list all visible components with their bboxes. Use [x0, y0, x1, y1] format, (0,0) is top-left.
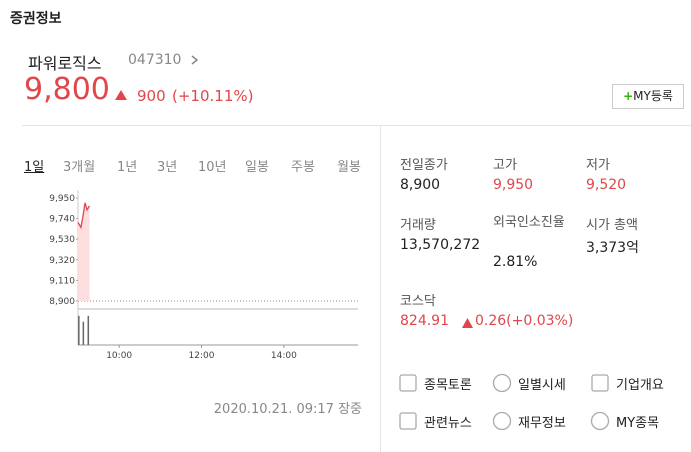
period-tab[interactable]: 3개월	[63, 160, 96, 175]
link-label[interactable]: 일별시세	[518, 378, 566, 393]
up-triangle	[462, 318, 473, 328]
link-icon	[591, 374, 609, 392]
stock-code: 047310	[128, 52, 182, 68]
volume-bar	[87, 315, 90, 345]
stat-label: 저가	[586, 158, 610, 173]
stock-name[interactable]: 파워로직스	[28, 54, 102, 73]
price-line	[77, 202, 91, 230]
link-icon	[399, 374, 417, 392]
link-label[interactable]: 기업개요	[616, 378, 664, 393]
market-value: 824.91	[400, 313, 449, 329]
button-label: MY등록	[633, 89, 673, 103]
link-label[interactable]: 종목토론	[424, 378, 472, 393]
link-label[interactable]: MY종목	[616, 416, 660, 431]
x-tick-label: 14:00	[271, 351, 297, 361]
my-button[interactable]: +MY등록	[612, 84, 684, 109]
stat-label: 고가	[493, 158, 517, 173]
period-tab[interactable]: 10년	[198, 160, 227, 175]
link-icon	[590, 411, 610, 431]
period-tab[interactable]: 3년	[157, 160, 178, 175]
period-tab[interactable]: 월봉	[337, 160, 361, 175]
stock-change: 900	[137, 87, 166, 105]
arrow	[191, 55, 199, 65]
y-tick-label: 9,110	[49, 276, 75, 286]
stat-label: 전일종가	[400, 158, 448, 173]
link-icon	[492, 411, 512, 431]
up-triangle	[115, 90, 127, 100]
volume-bar	[82, 321, 85, 345]
stat-label: 외국인소진율	[493, 215, 565, 230]
stock-price: 9,800	[24, 72, 110, 107]
y-tick-label: 9,950	[49, 194, 75, 204]
link-icon	[399, 412, 417, 430]
period-tab[interactable]: 일봉	[245, 160, 269, 175]
plus: +	[623, 89, 634, 103]
stat-value: 3,373억	[586, 240, 639, 256]
period-tab[interactable]: 1일	[24, 160, 45, 175]
stat-value: 9,520	[586, 177, 627, 193]
chart: 8,900 9,110 9,320 9,530 9,740 9,950 10:00 12:00…	[49, 190, 358, 361]
y-tick-label: 9,530	[49, 235, 75, 245]
stat-value: 8,900	[400, 177, 441, 193]
link-icon	[492, 373, 512, 393]
stock-change-rate: (+10.11%)	[172, 87, 254, 105]
period-tab[interactable]: 1년	[117, 160, 138, 175]
link-label[interactable]: 관련뉴스	[424, 416, 472, 431]
period-tab[interactable]: 주봉	[291, 160, 315, 175]
stat-label: 시가 총액	[586, 218, 638, 233]
stat-value: 13,570,272	[400, 237, 481, 253]
stat-value: 2.81%	[493, 254, 538, 270]
price-area	[78, 202, 90, 301]
divider	[380, 126, 381, 452]
market-change: 0.26(+0.03%)	[475, 313, 574, 329]
timestamp: 2020.10.21. 09:17 장중	[213, 402, 362, 417]
market-name: 코스닥	[400, 294, 436, 309]
link-label[interactable]: 재무정보	[518, 416, 566, 431]
header-title: 증권정보	[10, 11, 62, 27]
stat-value: 9,950	[493, 177, 534, 193]
volume-bar	[78, 315, 80, 345]
y-tick-label: 8,900	[49, 297, 75, 307]
y-tick-label: 9,740	[49, 215, 75, 225]
stat-label: 거래량	[400, 218, 436, 233]
y-tick-label: 9,320	[49, 256, 75, 266]
x-tick-label: 10:00	[106, 351, 132, 361]
divider	[22, 125, 691, 126]
x-tick-label: 12:00	[189, 351, 215, 361]
